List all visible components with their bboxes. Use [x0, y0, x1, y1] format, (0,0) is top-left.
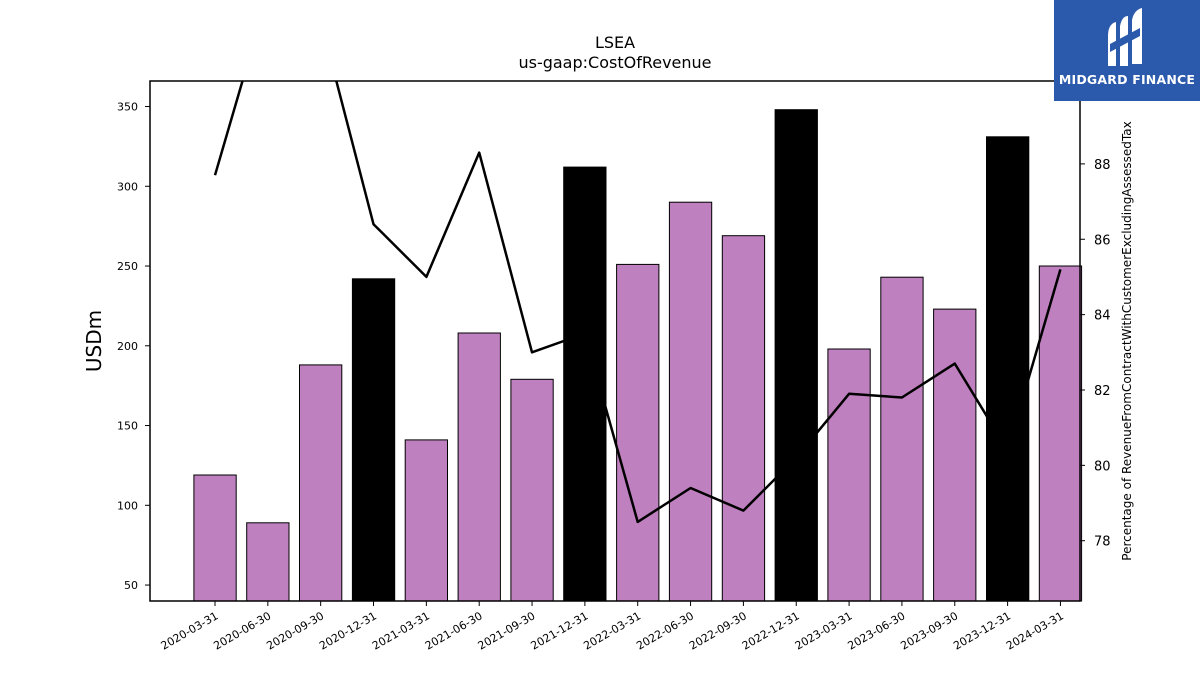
- bar: [774, 109, 818, 602]
- x-tick-label: 2020-12-31: [317, 609, 379, 652]
- y-tick-label: 150: [117, 420, 138, 433]
- bar: [986, 136, 1030, 602]
- y2-tick-label: 80: [1094, 459, 1111, 474]
- x-tick-label: 2023-09-30: [898, 609, 960, 652]
- bar: [246, 522, 290, 602]
- bar: [510, 378, 554, 602]
- y2-tick-label: 82: [1094, 384, 1111, 399]
- bar: [404, 439, 449, 602]
- y2-tick-label: 86: [1094, 233, 1111, 248]
- x-tick-label: 2022-12-31: [740, 609, 802, 652]
- bar: [880, 276, 924, 602]
- bar: [721, 235, 766, 602]
- y-axis-label: USDm: [82, 310, 106, 372]
- bar: [668, 201, 713, 602]
- x-tick-label: 2020-06-30: [211, 609, 273, 652]
- bar: [193, 474, 237, 602]
- x-tick-label: 2021-06-30: [423, 609, 485, 652]
- x-tick-label: 2020-09-30: [264, 609, 326, 652]
- x-tick-label: 2023-06-30: [846, 609, 908, 652]
- x-tick-label: 2020-03-31: [159, 609, 221, 652]
- x-tick-label: 2021-03-31: [370, 609, 432, 652]
- bar: [351, 278, 396, 602]
- bar: [457, 332, 501, 602]
- x-tick-label: 2022-03-31: [581, 609, 643, 652]
- logo-icon: [1108, 8, 1142, 66]
- chart-subtitle: us-gaap:CostOfRevenue: [518, 53, 711, 72]
- x-tick-label: 2023-03-31: [793, 609, 855, 652]
- x-tick-label: 2021-12-31: [529, 609, 591, 652]
- y-tick-label: 100: [117, 499, 138, 512]
- bar: [933, 308, 977, 602]
- y-tick-label: 350: [117, 101, 138, 114]
- y-tick-label: 200: [117, 340, 138, 353]
- line-series: [213, 81, 1062, 524]
- y-tick-label: 50: [124, 579, 138, 592]
- y2-axis-label: Percentage of RevenueFromContractWithCus…: [1120, 121, 1134, 560]
- y-tick-label: 250: [117, 260, 138, 273]
- bar: [299, 364, 343, 602]
- bar: [616, 263, 660, 602]
- bar: [827, 348, 871, 602]
- x-tick-label: 2023-12-31: [951, 609, 1013, 652]
- plot-frame: [149, 80, 1081, 602]
- x-tick-label: 2024-03-31: [1004, 609, 1066, 652]
- chart-title: LSEA: [595, 33, 635, 52]
- y2-tick-label: 78: [1094, 535, 1111, 550]
- y2-tick-label: 88: [1094, 158, 1111, 173]
- x-tick-label: 2022-09-30: [687, 609, 749, 652]
- midgard-finance-logo: MIDGARD FINANCE: [1054, 0, 1200, 101]
- x-tick-label: 2021-09-30: [476, 609, 538, 652]
- y-tick-label: 300: [117, 180, 138, 193]
- y2-tick-label: 84: [1094, 309, 1111, 324]
- logo-text: MIDGARD FINANCE: [1058, 72, 1196, 87]
- x-tick-label: 2022-06-30: [634, 609, 696, 652]
